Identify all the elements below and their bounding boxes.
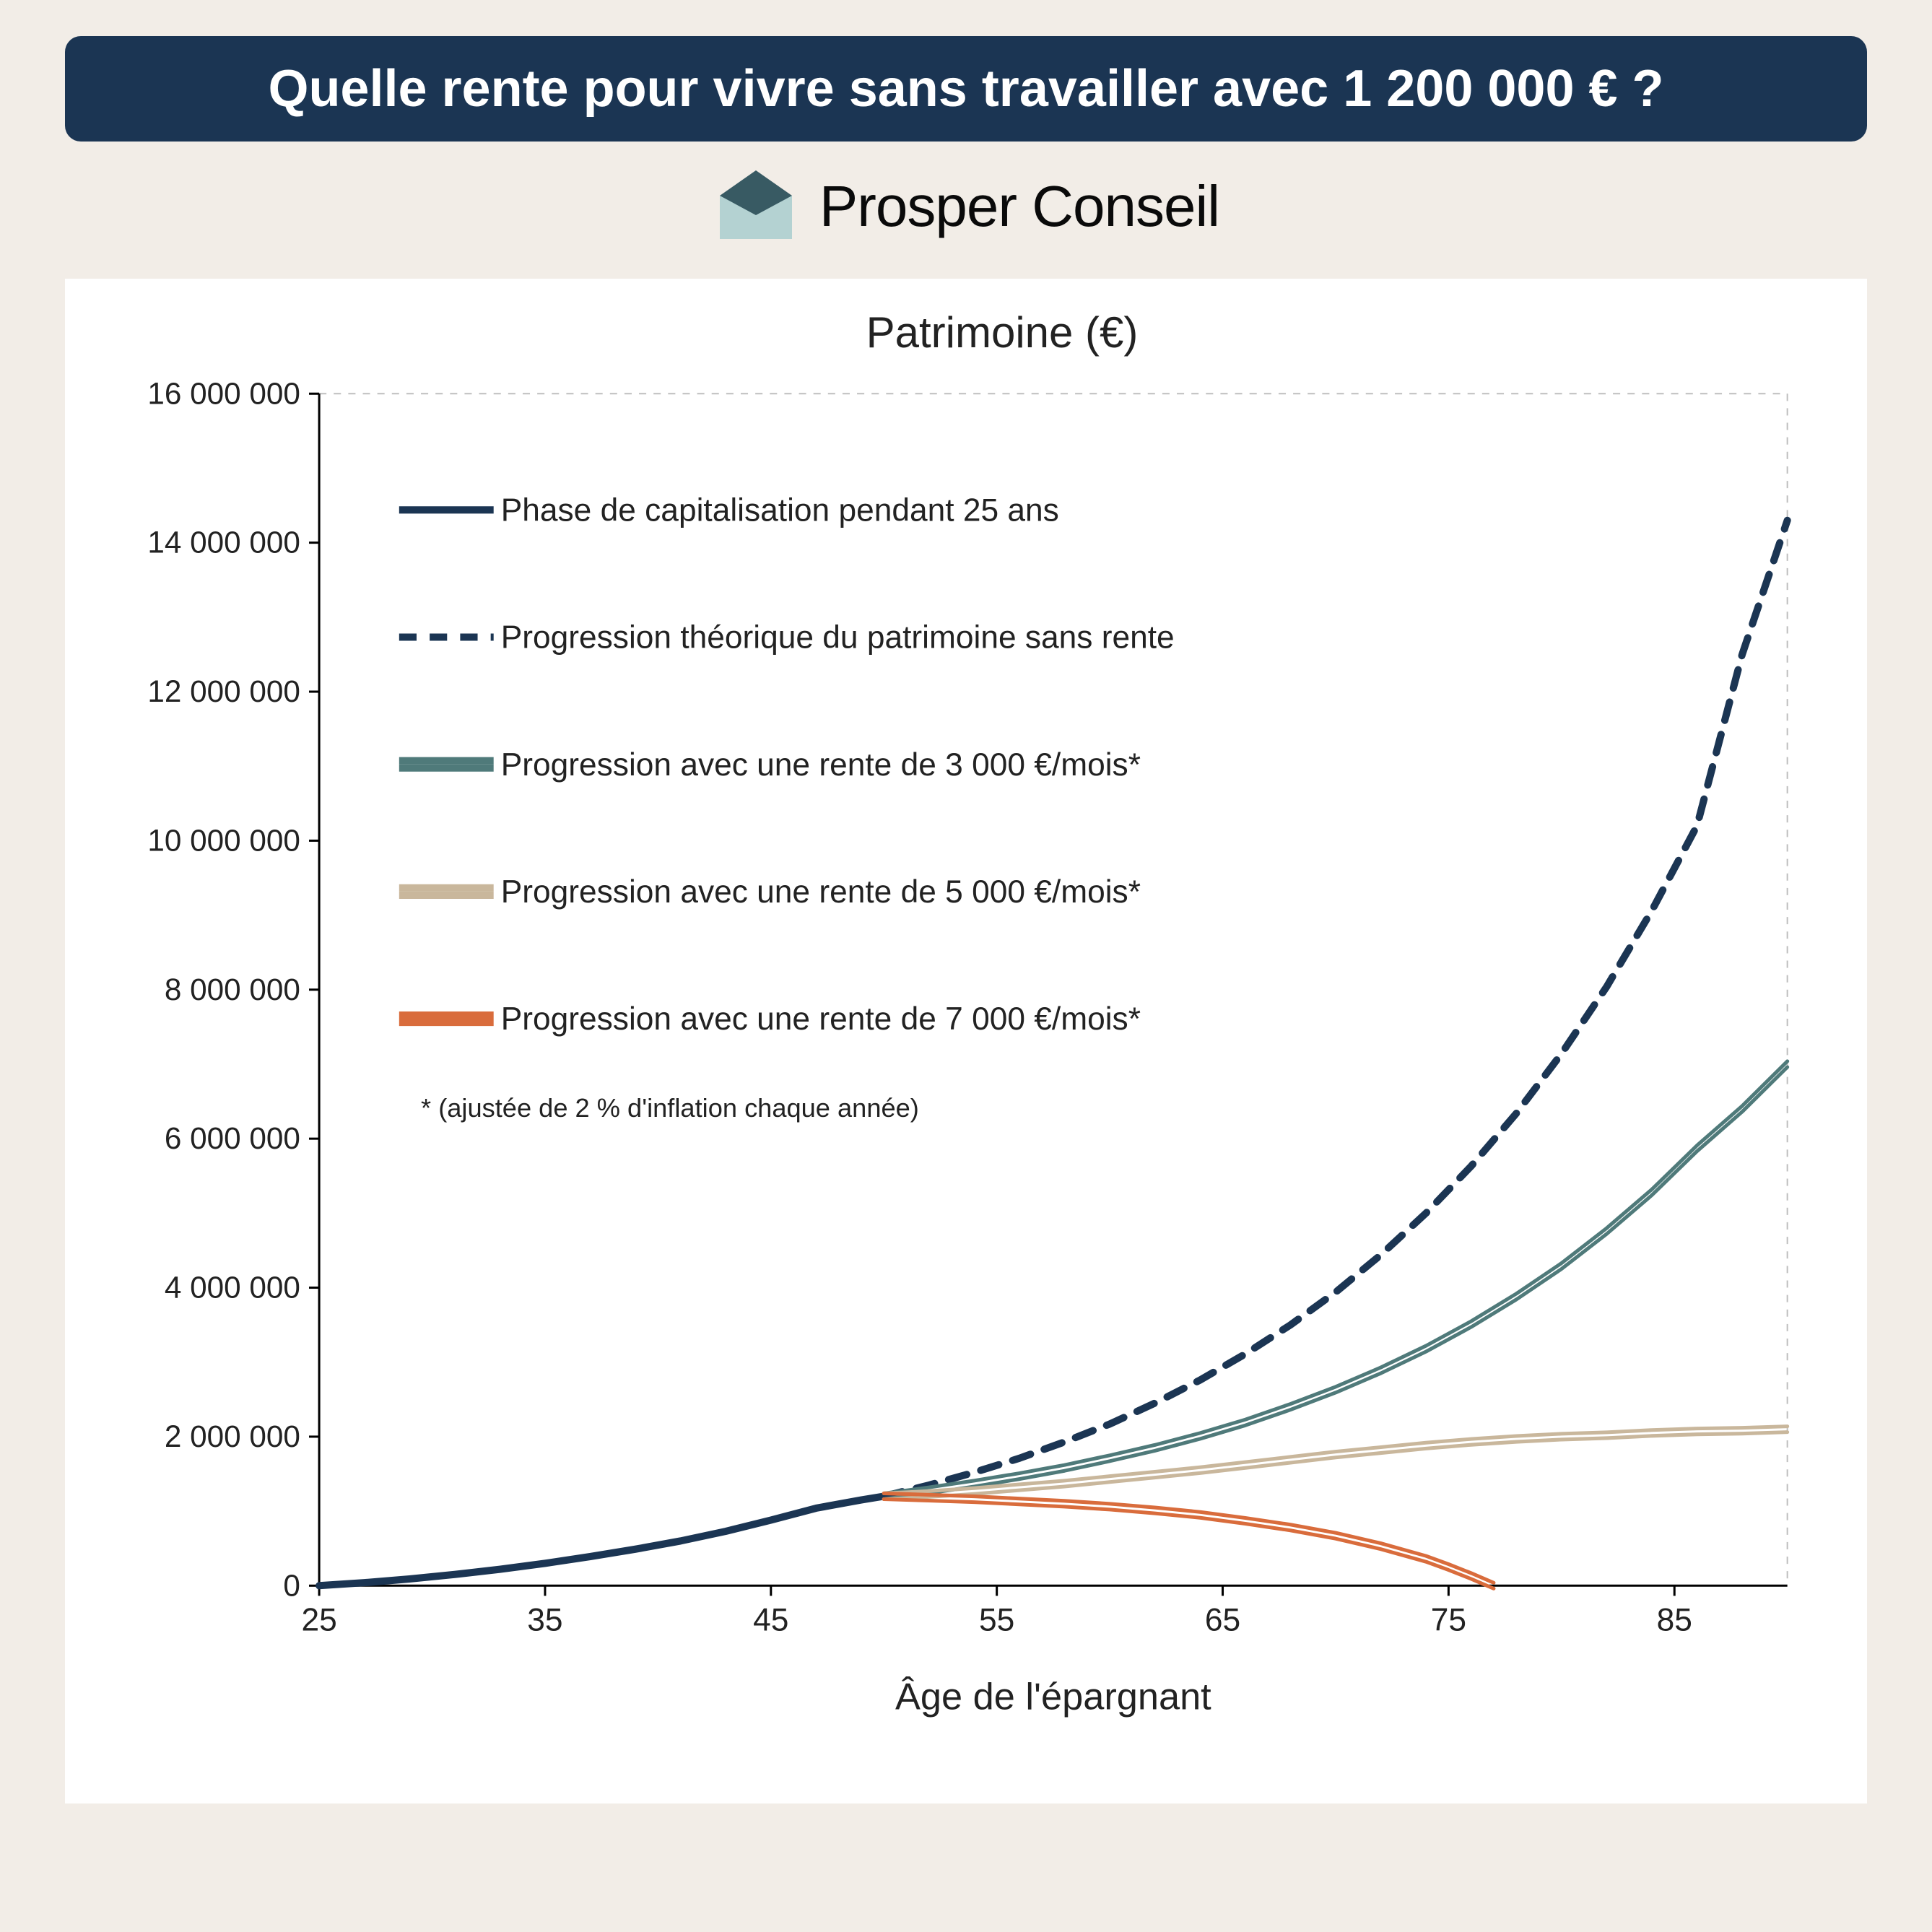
svg-text:35: 35 <box>527 1603 562 1638</box>
series-capitalisation <box>319 1496 884 1585</box>
banner-title: Quelle rente pour vivre sans travailler … <box>65 36 1867 142</box>
svg-text:0: 0 <box>283 1568 300 1602</box>
svg-text:8 000 000: 8 000 000 <box>165 972 300 1006</box>
legend-capitalisation: Phase de capitalisation pendant 25 ans <box>501 492 1059 528</box>
svg-text:45: 45 <box>753 1603 788 1638</box>
svg-text:75: 75 <box>1431 1603 1466 1638</box>
legend-footnote: * (ajustée de 2 % d'inflation chaque ann… <box>421 1093 919 1123</box>
chart-title: Patrimoine (€) <box>180 308 1824 357</box>
svg-text:25: 25 <box>301 1603 336 1638</box>
series-rente_7000 <box>884 1493 1494 1583</box>
patrimoine-line-chart: 0 2 000 000 4 000 000 6 000 000 8 000 000 10 … <box>94 365 1824 1746</box>
svg-text:2 000 000: 2 000 000 <box>165 1419 300 1453</box>
svg-text:6 000 000: 6 000 000 <box>165 1121 300 1155</box>
brand-logo-icon <box>713 170 799 243</box>
brand-block: Prosper Conseil <box>65 170 1867 243</box>
svg-text:Âge de l'épargnant: Âge de l'épargnant <box>895 1676 1211 1718</box>
svg-text:85: 85 <box>1657 1603 1692 1638</box>
legend-rente_5000: Progression avec une rente de 5 000 €/mo… <box>501 874 1141 910</box>
svg-text:12 000 000: 12 000 000 <box>147 674 300 708</box>
legend-rente_7000: Progression avec une rente de 7 000 €/mo… <box>501 1001 1141 1037</box>
brand-name: Prosper Conseil <box>819 173 1219 240</box>
legend-rente_3000: Progression avec une rente de 3 000 €/mo… <box>501 747 1141 783</box>
svg-text:4 000 000: 4 000 000 <box>165 1271 300 1305</box>
svg-text:55: 55 <box>979 1603 1014 1638</box>
svg-text:16 000 000: 16 000 000 <box>147 376 300 410</box>
svg-text:14 000 000: 14 000 000 <box>147 526 300 560</box>
legend-sans_rente: Progression théorique du patrimoine sans… <box>501 620 1175 656</box>
svg-text:10 000 000: 10 000 000 <box>147 823 300 857</box>
chart-card: Patrimoine (€) 0 2 000 000 4 000 000 6 000 … <box>65 279 1867 1803</box>
svg-text:65: 65 <box>1205 1603 1240 1638</box>
